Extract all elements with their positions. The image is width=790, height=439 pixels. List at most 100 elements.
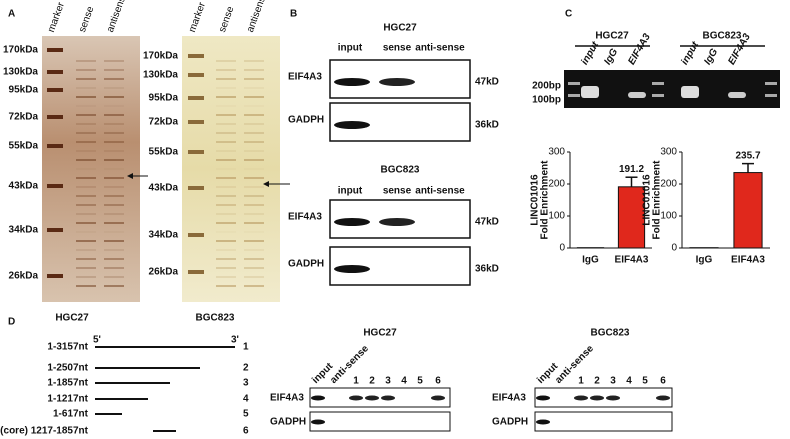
marker-band — [188, 150, 204, 154]
end-label: 3' — [231, 335, 239, 346]
band — [244, 87, 264, 89]
band — [244, 177, 264, 179]
lane-label: input — [579, 40, 601, 67]
protein-label: GADPH — [288, 259, 324, 270]
band — [104, 168, 124, 170]
band — [244, 249, 264, 251]
marker-band — [47, 115, 63, 119]
marker-label: 55kDa — [9, 141, 39, 152]
band — [104, 78, 124, 80]
protein-label: GADPH — [288, 115, 324, 126]
band — [244, 78, 264, 80]
band — [104, 177, 124, 179]
band — [104, 87, 124, 89]
y-tick-label: 100 — [548, 211, 565, 222]
marker-band — [188, 54, 204, 58]
marker-label: 95kDa — [149, 93, 179, 104]
panel-letter: A — [8, 9, 15, 20]
lane-label: 6 — [660, 376, 666, 387]
construct-num: 1 — [243, 342, 249, 353]
marker-band — [188, 186, 204, 190]
band — [216, 96, 236, 98]
lane-label: sense — [383, 186, 412, 197]
band — [76, 123, 96, 125]
band — [216, 267, 236, 269]
marker-label: 34kDa — [149, 230, 179, 241]
lane-label: anti-sense — [328, 343, 371, 386]
band — [76, 186, 96, 188]
value-label: 235.7 — [735, 150, 760, 161]
band — [104, 240, 124, 242]
band — [104, 114, 124, 116]
band — [656, 395, 670, 401]
band — [76, 213, 96, 215]
construct-num: 6 — [243, 426, 249, 437]
band — [244, 168, 264, 170]
band — [104, 285, 124, 287]
gel-title: BGC823 — [196, 313, 235, 324]
x-tick-label: IgG — [582, 255, 599, 266]
lane-label: 5 — [417, 376, 423, 387]
protein-label: GADPH — [270, 417, 306, 428]
gel — [42, 36, 140, 302]
y-axis-label: LINC01016 — [642, 174, 653, 226]
lane-label: anti-sense — [415, 43, 465, 54]
band — [244, 96, 264, 98]
band — [244, 222, 264, 224]
marker-label: 34kDa — [9, 225, 39, 236]
band — [76, 69, 96, 71]
marker-label: 170kDa — [3, 45, 38, 56]
band — [216, 168, 236, 170]
lane-label: sense — [217, 5, 237, 34]
construct-label: 1-3157nt — [47, 342, 88, 353]
band — [216, 105, 236, 107]
lane-label: 4 — [401, 376, 407, 387]
band — [76, 87, 96, 89]
band — [244, 132, 264, 134]
blot-box — [309, 387, 451, 408]
gel — [564, 70, 780, 108]
band — [76, 276, 96, 278]
lane-label: 4 — [626, 376, 632, 387]
size-label: 47kD — [475, 217, 499, 228]
value-label: 191.2 — [619, 164, 644, 175]
lane-label: 2 — [594, 376, 600, 387]
lane-label: IgG — [702, 47, 720, 67]
gel — [182, 36, 280, 302]
gel-title: BGC823 — [703, 31, 742, 42]
construct-label: (core) 1217-1857nt — [0, 426, 88, 437]
lane-label: IgG — [602, 47, 620, 67]
band — [76, 114, 96, 116]
band — [104, 60, 124, 62]
ladder — [765, 94, 777, 97]
band — [216, 87, 236, 89]
marker-band — [188, 73, 204, 77]
ladder-label: 100bp — [532, 95, 561, 106]
band — [574, 395, 588, 401]
band — [311, 395, 325, 401]
band — [216, 159, 236, 161]
lane-label: input — [338, 186, 363, 197]
size-label: 47kD — [475, 77, 499, 88]
band — [681, 86, 699, 98]
lane-label: marker — [46, 0, 67, 34]
bar — [733, 172, 763, 249]
y-tick-label: 200 — [548, 179, 565, 190]
lane-label: input — [338, 43, 363, 54]
y-axis-label: Fold Enrichment — [540, 160, 551, 240]
blot-title: HGC27 — [383, 23, 417, 34]
y-tick-label: 0 — [671, 243, 677, 254]
band — [216, 141, 236, 143]
lane-label: marker — [187, 0, 208, 34]
ladder-label: 200bp — [532, 81, 561, 92]
band — [334, 265, 370, 273]
band — [244, 123, 264, 125]
lane-label: anti-sense — [553, 343, 596, 386]
band — [216, 249, 236, 251]
band — [76, 159, 96, 161]
band — [104, 159, 124, 161]
band — [244, 114, 264, 116]
band — [581, 86, 599, 98]
band — [216, 186, 236, 188]
